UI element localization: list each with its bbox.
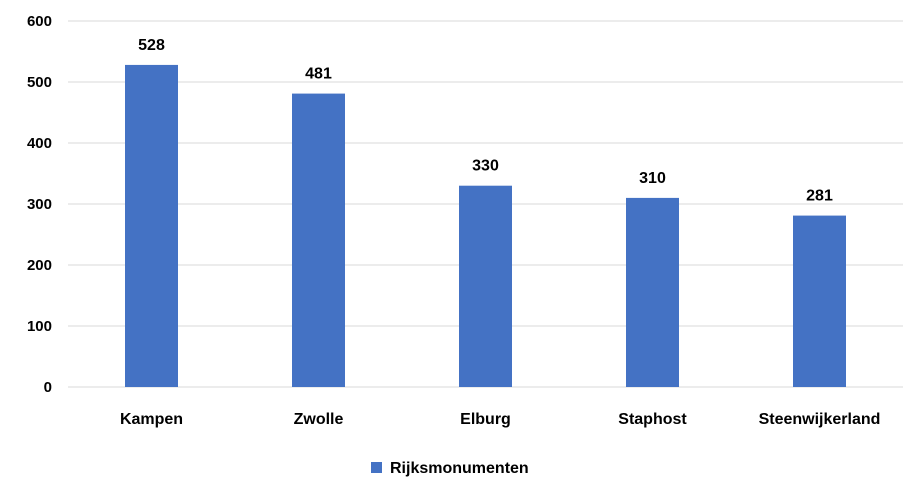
x-tick-label-steenwijkerland: Steenwijkerland	[759, 411, 881, 428]
y-tick-label: 300	[27, 196, 52, 213]
bar-steenwijkerland	[793, 215, 846, 387]
bar-elburg	[459, 185, 512, 387]
y-axis-ticks: 0 100 200 300 400 500 600	[27, 13, 52, 396]
y-tick-label: 500	[27, 74, 52, 91]
data-label-kampen: 528	[138, 37, 165, 54]
y-tick-label: 100	[27, 318, 52, 335]
data-labels: 528 481 330 310 281	[138, 37, 833, 205]
data-label-steenwijkerland: 281	[806, 188, 833, 205]
legend: Rijksmonumenten	[371, 460, 529, 477]
x-tick-label-kampen: Kampen	[120, 411, 183, 428]
bars	[125, 64, 846, 388]
x-tick-label-zwolle: Zwolle	[294, 411, 344, 428]
bar-staphost	[626, 197, 679, 387]
y-tick-label: 200	[27, 257, 52, 274]
x-tick-label-staphost: Staphost	[618, 411, 687, 428]
legend-label: Rijksmonumenten	[390, 460, 529, 477]
x-axis-categories: Kampen Zwolle Elburg Staphost Steenwijkerlan…	[120, 411, 880, 428]
y-tick-label: 600	[27, 13, 52, 30]
bar-zwolle	[292, 93, 345, 387]
y-tick-label: 0	[44, 379, 52, 396]
data-label-zwolle: 481	[305, 66, 332, 83]
y-tick-label: 400	[27, 135, 52, 152]
x-tick-label-elburg: Elburg	[460, 411, 511, 428]
bar-kampen	[125, 64, 178, 388]
data-label-staphost: 310	[639, 170, 666, 187]
legend-swatch	[371, 462, 382, 473]
data-label-elburg: 330	[472, 158, 499, 175]
